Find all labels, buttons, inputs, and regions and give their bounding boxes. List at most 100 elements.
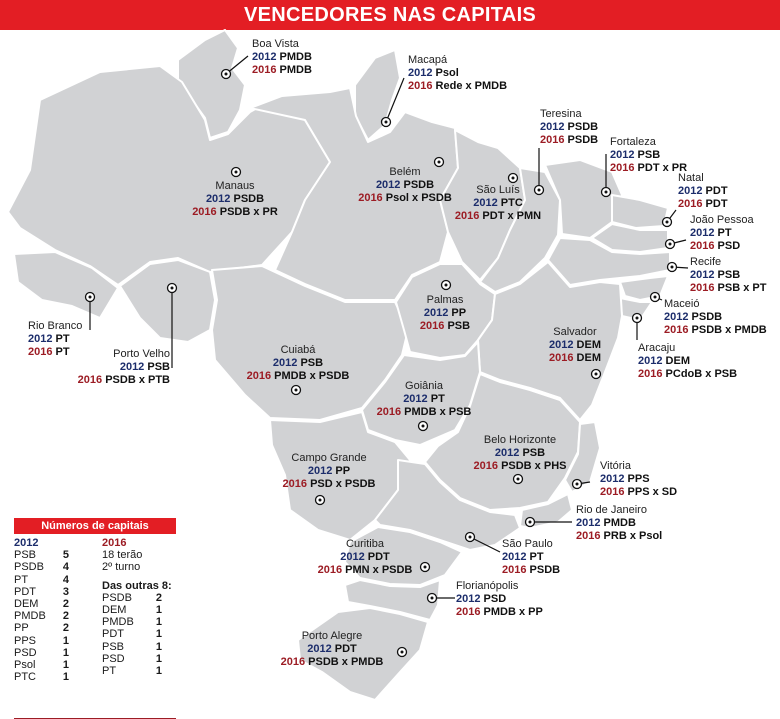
result-2012: PMDB [603,517,636,529]
party-count: 1 [62,646,69,659]
result-2016: PSDB x PMDB [308,656,384,668]
capital-markers [84,68,678,658]
year-2012: 2012 [690,269,715,281]
city-name: Goiânia [405,380,443,392]
party-name: DEM [14,597,39,610]
year-2016: 2016 [678,198,703,210]
year-2016: 2016 [502,564,527,576]
marker-macapa [380,116,392,128]
city-name: Belo Horizonte [483,434,557,446]
label-boa-vista: Boa Vista 2012 PMDB 2016 PMDB [252,38,312,77]
label-natal: Natal 2012 PDT 2016 PDT [678,172,728,211]
party-name: PSB [14,549,37,562]
party-count: 2 [62,597,69,610]
label-aracaju: Aracaju 2012 DEM 2016 PCdoB x PSB [638,342,737,381]
year-2012: 2012 [576,517,601,529]
party-name: PT [102,664,117,677]
party-name: PSDB [14,561,44,574]
party-count: 3 [62,585,69,598]
result-2012: PT [430,393,445,405]
year-2016: 2016 [282,478,307,490]
marker-joao-pessoa [664,238,676,250]
party-count: 1 [155,603,162,616]
legend-row: PSDB 2 [102,592,162,604]
city-name: Fortaleza [610,136,656,148]
legend-row: PTC 1 [14,671,69,683]
city-name: Cuiabá [280,344,316,356]
label-joao-pessoa: João Pessoa 2012 PT 2016 PSD [690,214,754,253]
label-salvador: Salvador 2012 DEM 2016 DEM [535,326,615,365]
city-name: Palmas [426,294,464,306]
party-count: 1 [155,640,162,653]
result-2016: PMDB x PSB [404,406,472,418]
year-2012: 2012 [549,339,574,351]
legend-row: PPS 1 [14,635,69,647]
year-2016: 2016 [540,134,565,146]
city-name: Porto Alegre [301,630,363,642]
party-count: 1 [62,658,69,671]
legend-row: PSB 1 [102,641,162,653]
result-2012: PP [451,307,467,319]
result-2016: PMDB x PSDB [274,370,350,382]
party-count: 2 [155,591,162,604]
marker-recife [666,261,678,273]
city-name: Boa Vista [252,38,299,50]
result-2012: PT [529,551,544,563]
city-name: Porto Velho [113,348,170,360]
year-2016: 2016 [408,80,433,92]
result-2016: PMDB [279,64,312,76]
city-name: Teresina [540,108,582,120]
city-name: Rio Branco [28,320,83,332]
legend-note: 2º turno [102,561,141,574]
result-2016: PDT [705,198,728,210]
year-2012: 2012 [272,357,298,369]
page-title: VENCEDORES NAS CAPITAIS [0,0,780,30]
label-macapa: Macapá 2012 Psol 2016 Rede x PMDB [408,54,507,93]
city-name: Macapá [408,54,448,66]
state-pernambuco [547,237,671,286]
result-2012: Psol [435,67,459,79]
label-rio-branco: Rio Branco 2012 PT 2016 PT [28,320,82,359]
legend-row: PT 4 [14,574,69,586]
city-name: Aracaju [638,342,676,354]
year-2012: 2012 [502,551,527,563]
label-sao-luis: São Luís 2012 PTC 2016 PDT x PMN [448,184,548,223]
result-2016: PMDB x PP [483,606,543,618]
result-2012: PSB [522,447,546,459]
result-2016: PCdoB x PSB [665,368,738,380]
legend-row: PSB 5 [14,549,69,561]
result-2016: PSD [717,240,741,252]
party-name: PPS [14,634,37,647]
marker-vitoria [571,478,583,490]
legend-box: Números de capitais 2012 PSB 5 PSDB 4 PT 4 … [14,518,176,719]
year-2012: 2012 [119,361,145,373]
result-2012: PT [55,333,70,345]
party-count: 1 [155,628,162,641]
city-name: Maceió [664,298,700,310]
party-name: PTC [14,671,36,684]
year-2012: 2012 [600,473,625,485]
marker-sao-paulo [464,531,476,543]
label-sao-paulo: São Paulo 2012 PT 2016 PSDB [502,538,560,577]
year-2012: 2012 [494,447,520,459]
marker-goiania [417,420,429,432]
party-name: PDT [14,585,36,598]
label-manaus: Manaus 2012 PSDB 2016 PSDB x PR [180,180,290,219]
party-count: 2 [62,622,69,635]
result-2016: PDT x PMN [482,210,542,222]
label-palmas: Palmas 2012 PP 2016 PSB [410,294,480,333]
label-campo-grande: Campo Grande 2012 PP 2016 PSD x PSDB [270,452,388,491]
city-name: Natal [678,172,704,184]
result-2016: PSDB x PMDB [691,324,767,336]
result-2016: PSB [447,320,471,332]
state-paraiba [591,223,669,253]
city-name: João Pessoa [690,214,754,226]
party-count: 1 [155,664,162,677]
marker-porto-alegre [396,646,408,658]
marker-campo-grande [314,494,326,506]
year-2016: 2016 [192,206,217,218]
year-2012: 2012 [690,227,715,239]
state-goias [361,341,481,446]
city-name: Rio de Janeiro [576,504,647,516]
